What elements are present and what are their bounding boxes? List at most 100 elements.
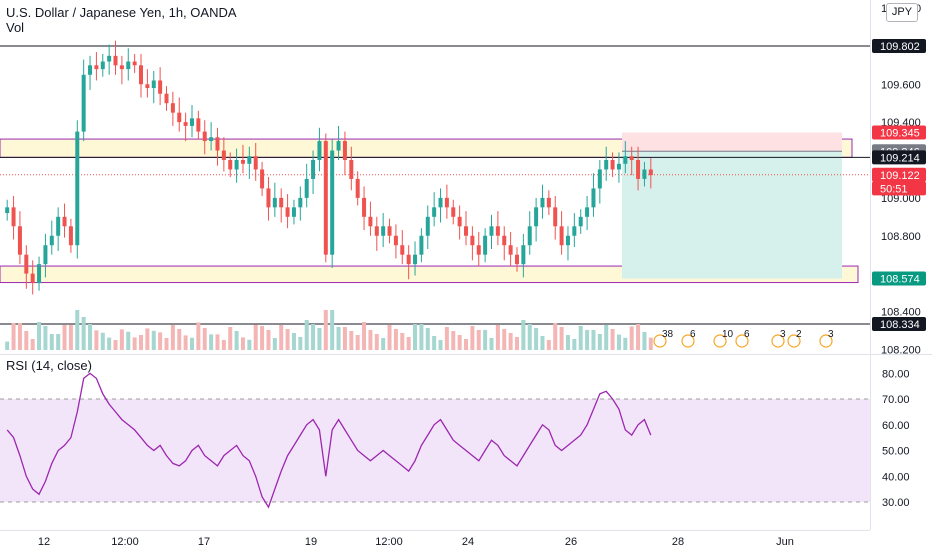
volume-bar <box>17 323 22 350</box>
volume-bar <box>342 327 347 350</box>
volume-bar <box>540 336 545 350</box>
volume-bar <box>362 322 367 350</box>
candle-body <box>183 122 188 126</box>
volume-bar <box>113 340 118 350</box>
candle-body <box>502 235 507 246</box>
candle-body <box>170 103 175 113</box>
volume-bar <box>642 332 647 350</box>
price-tag-label: 109.345 <box>880 128 920 140</box>
volume-bar <box>56 334 61 350</box>
rsi-label[interactable]: RSI (14, close) <box>6 358 92 373</box>
volume-bar <box>304 320 309 350</box>
volume-bar <box>177 329 182 350</box>
candle-body <box>132 61 137 66</box>
volume-bar <box>368 330 373 350</box>
currency-button[interactable]: JPY <box>886 3 918 22</box>
candle-body <box>642 169 647 179</box>
volume-bar <box>451 331 456 350</box>
candle-body <box>636 160 641 179</box>
time-axis-label: 12 <box>38 536 50 548</box>
event-marker-count: 6 <box>744 329 750 340</box>
candle-body <box>298 197 303 208</box>
volume-bar <box>30 339 35 350</box>
volume-bar <box>502 329 507 350</box>
time-axis-label: 19 <box>305 536 317 548</box>
volume-bar <box>260 326 265 350</box>
volume-bar <box>572 339 577 350</box>
candle-body <box>177 112 182 123</box>
volume-bar <box>5 341 10 350</box>
volume-bar <box>49 334 54 350</box>
volume-bar <box>629 326 634 350</box>
candle-body <box>228 160 233 170</box>
volume-bar <box>444 327 449 350</box>
candle-body <box>451 207 456 217</box>
candle-body <box>432 207 437 217</box>
candle-body <box>107 55 112 62</box>
volume-bar <box>119 329 124 350</box>
rsi-axis-label: 30.00 <box>882 497 910 509</box>
time-axis-label: 12:00 <box>375 536 403 548</box>
candle-body <box>151 80 156 89</box>
volume-bar <box>68 325 73 350</box>
price-tag <box>872 181 926 196</box>
volume-bar <box>521 320 526 350</box>
price-tag-label: 109.122 <box>880 170 920 182</box>
volume-bar <box>483 330 488 350</box>
volume-bar <box>432 336 437 350</box>
candle-body <box>578 216 583 227</box>
time-axis[interactable] <box>0 530 870 551</box>
candle-body <box>266 188 271 208</box>
candle-body <box>260 169 265 189</box>
volume-bar <box>406 337 411 350</box>
candle-body <box>5 207 10 214</box>
candle-body <box>623 156 628 164</box>
pane-separator[interactable] <box>0 354 932 355</box>
volume-bar <box>228 327 233 350</box>
event-marker-icon <box>771 334 785 348</box>
candle-body <box>285 207 290 217</box>
volume-bar <box>413 324 418 350</box>
price-tag-label: 109.802 <box>880 41 920 53</box>
candle-body <box>272 197 277 208</box>
volume-bar <box>349 331 354 350</box>
price-axis-label: 108.800 <box>881 231 921 243</box>
volume-bar <box>279 325 284 350</box>
volume-bar <box>419 324 424 350</box>
candle-body <box>425 216 430 236</box>
candle-body <box>30 273 35 284</box>
candle-body <box>419 235 424 255</box>
volume-bar <box>234 331 239 350</box>
candle-body <box>234 160 239 170</box>
price-tag <box>872 39 926 53</box>
volume-bar <box>196 322 201 350</box>
event-marker-icon <box>713 334 727 348</box>
volume-label[interactable]: Vol <box>6 20 25 35</box>
candle-body <box>126 61 131 70</box>
volume-bar <box>151 330 156 350</box>
symbol-title[interactable]: U.S. Dollar / Japanese Yen, 1h, OANDA <box>6 5 237 20</box>
volume-bar <box>240 337 245 350</box>
candle-body <box>476 245 481 255</box>
candle-body <box>438 197 443 208</box>
volume-bar <box>514 337 519 350</box>
candle-body <box>202 131 207 142</box>
candle-body <box>470 235 475 246</box>
volume-bar <box>209 334 214 350</box>
price-tag <box>872 125 926 140</box>
candle-body <box>49 235 54 246</box>
candle-body <box>629 156 634 161</box>
candle-body <box>24 254 29 274</box>
candle-body <box>196 118 201 132</box>
event-marker-icon <box>735 334 749 348</box>
price-axis[interactable] <box>870 0 932 530</box>
volume-bar <box>508 333 513 350</box>
candle-body <box>68 226 73 246</box>
volume-bar <box>616 334 621 350</box>
volume-bar <box>81 317 86 350</box>
candle-body <box>317 141 322 161</box>
volume-bar <box>107 337 112 350</box>
candle-body <box>610 160 615 170</box>
